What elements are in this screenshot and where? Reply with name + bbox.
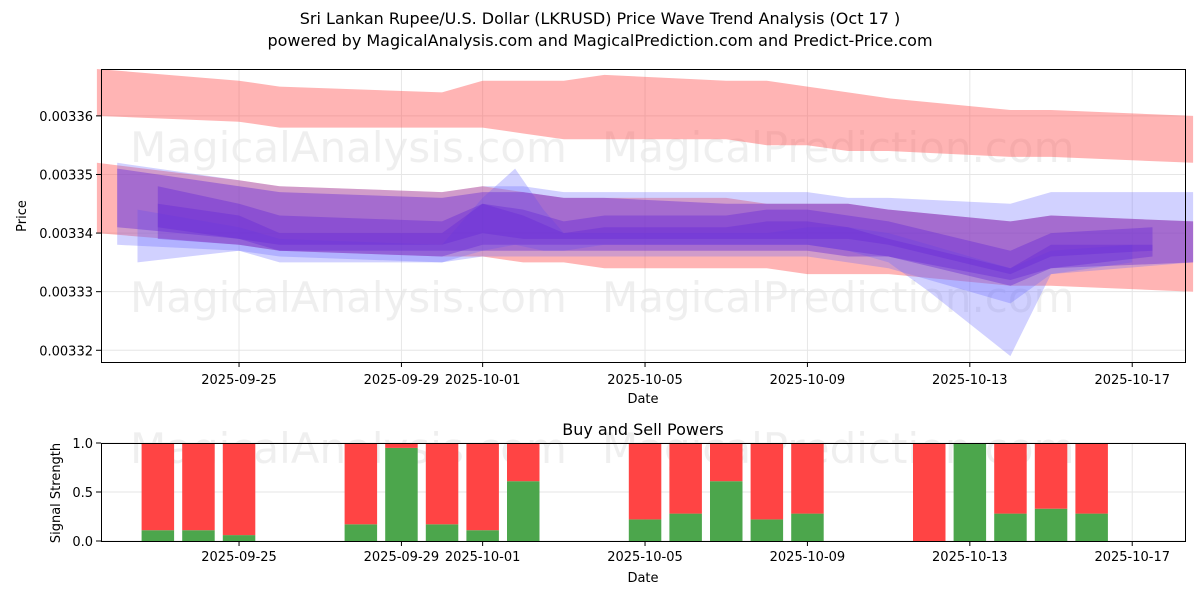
signal-x-axis: 2025-09-25 2025-09-29 2025-10-01 2025-10-05… (201, 541, 1170, 565)
price-x-axis-label: Date (627, 392, 658, 407)
price-x-tick-label: 2025-10-05 (607, 373, 683, 388)
buy-bar (750, 519, 784, 541)
sell-bar (913, 443, 946, 541)
sell-bar (182, 443, 215, 531)
watermark-text: MagicalPrediction.com (602, 123, 1075, 172)
buy-bar (182, 530, 215, 541)
watermark-text: MagicalAnalysis.com (130, 123, 567, 172)
sell-bar (710, 443, 743, 482)
buy-bar (141, 530, 175, 541)
buy-bar (628, 519, 662, 541)
band-purple-outer (117, 168, 1194, 280)
buy-bar (1034, 508, 1068, 541)
buy-bar (669, 513, 702, 541)
price-y-tick-label: 0.00336 (39, 110, 93, 125)
sell-bar (1034, 443, 1068, 509)
band-purple-inner (157, 203, 1153, 275)
sell-bar (507, 443, 540, 482)
chart-title: Sri Lankan Rupee/U.S. Dollar (LKRUSD) Pr… (299, 9, 901, 28)
sell-bar (750, 443, 784, 520)
band-blue-outer (117, 162, 1194, 304)
signal-x-tick-label: 2025-10-05 (607, 550, 683, 565)
price-x-tick-label: 2025-10-09 (770, 373, 846, 388)
price-bands (96, 69, 1194, 357)
watermark-text: MagicalAnalysis.com (130, 273, 567, 322)
signal-y-axis: 0.0 0.5 1.0 (72, 437, 101, 550)
sell-bar (385, 443, 418, 448)
band-upper-red (96, 69, 1194, 163)
sell-bar (669, 443, 702, 514)
signal-chart-title: Buy and Sell Powers (562, 420, 724, 439)
band-lower-red (96, 162, 1194, 292)
signal-y-axis-label: Signal Strength (49, 443, 64, 543)
sell-bar (628, 443, 662, 520)
price-y-axis: 0.00332 0.00333 0.00334 0.00335 0.00336 (39, 110, 101, 359)
signal-plot-frame (101, 443, 1186, 542)
band-purple-mid (157, 186, 1153, 286)
buy-bar (222, 535, 256, 541)
price-y-axis-label: Price (15, 200, 30, 232)
price-y-tick-label: 0.00333 (39, 286, 93, 301)
price-y-tick-label: 0.00334 (39, 227, 93, 242)
price-x-tick-label: 2025-10-01 (445, 373, 521, 388)
sell-bar (1075, 443, 1108, 514)
price-x-tick-label: 2025-09-29 (364, 373, 440, 388)
band-blue-spike (137, 168, 1133, 357)
buy-bar (994, 513, 1027, 541)
buy-bar (1075, 513, 1108, 541)
sell-bar (425, 443, 459, 525)
sell-bar (222, 443, 256, 536)
signal-y-tick-label: 0.0 (72, 535, 93, 550)
signal-x-axis-label: Date (627, 571, 658, 586)
signal-y-tick-label: 0.5 (72, 486, 93, 501)
signal-bars (141, 443, 1108, 541)
buy-bar (710, 481, 743, 541)
price-x-tick-label: 2025-10-13 (932, 373, 1008, 388)
price-y-tick-label: 0.00332 (39, 344, 93, 359)
chart-subtitle: powered by MagicalAnalysis.com and Magic… (267, 31, 933, 50)
signal-x-tick-label: 2025-09-29 (364, 550, 440, 565)
signal-y-tick-label: 1.0 (72, 437, 93, 452)
signal-x-tick-label: 2025-09-25 (201, 550, 277, 565)
buy-bar (344, 524, 378, 541)
buy-bar (507, 481, 540, 541)
sell-bar (466, 443, 499, 531)
signal-x-tick-label: 2025-10-13 (932, 550, 1008, 565)
price-y-tick-label: 0.00335 (39, 168, 93, 183)
watermark-layer: MagicalAnalysis.com MagicalPrediction.com… (130, 123, 1075, 473)
price-x-tick-label: 2025-09-25 (201, 373, 277, 388)
buy-bar (425, 524, 459, 541)
buy-bar (466, 530, 499, 541)
sell-bar (344, 443, 378, 525)
sell-bar (141, 443, 175, 531)
price-x-axis: 2025-09-25 2025-09-29 2025-10-01 2025-10-05… (201, 362, 1170, 388)
buy-bar (385, 447, 418, 541)
price-x-tick-label: 2025-10-17 (1094, 373, 1170, 388)
signal-x-tick-label: 2025-10-09 (770, 550, 846, 565)
buy-bar (791, 513, 824, 541)
watermark-text: MagicalPrediction.com (602, 273, 1075, 322)
price-grid (101, 69, 1185, 362)
signal-x-tick-label: 2025-10-17 (1094, 550, 1170, 565)
sell-bar (994, 443, 1027, 514)
signal-x-tick-label: 2025-10-01 (445, 550, 521, 565)
price-plot-frame (101, 69, 1186, 363)
sell-bar (791, 443, 824, 514)
buy-bar (953, 443, 987, 541)
